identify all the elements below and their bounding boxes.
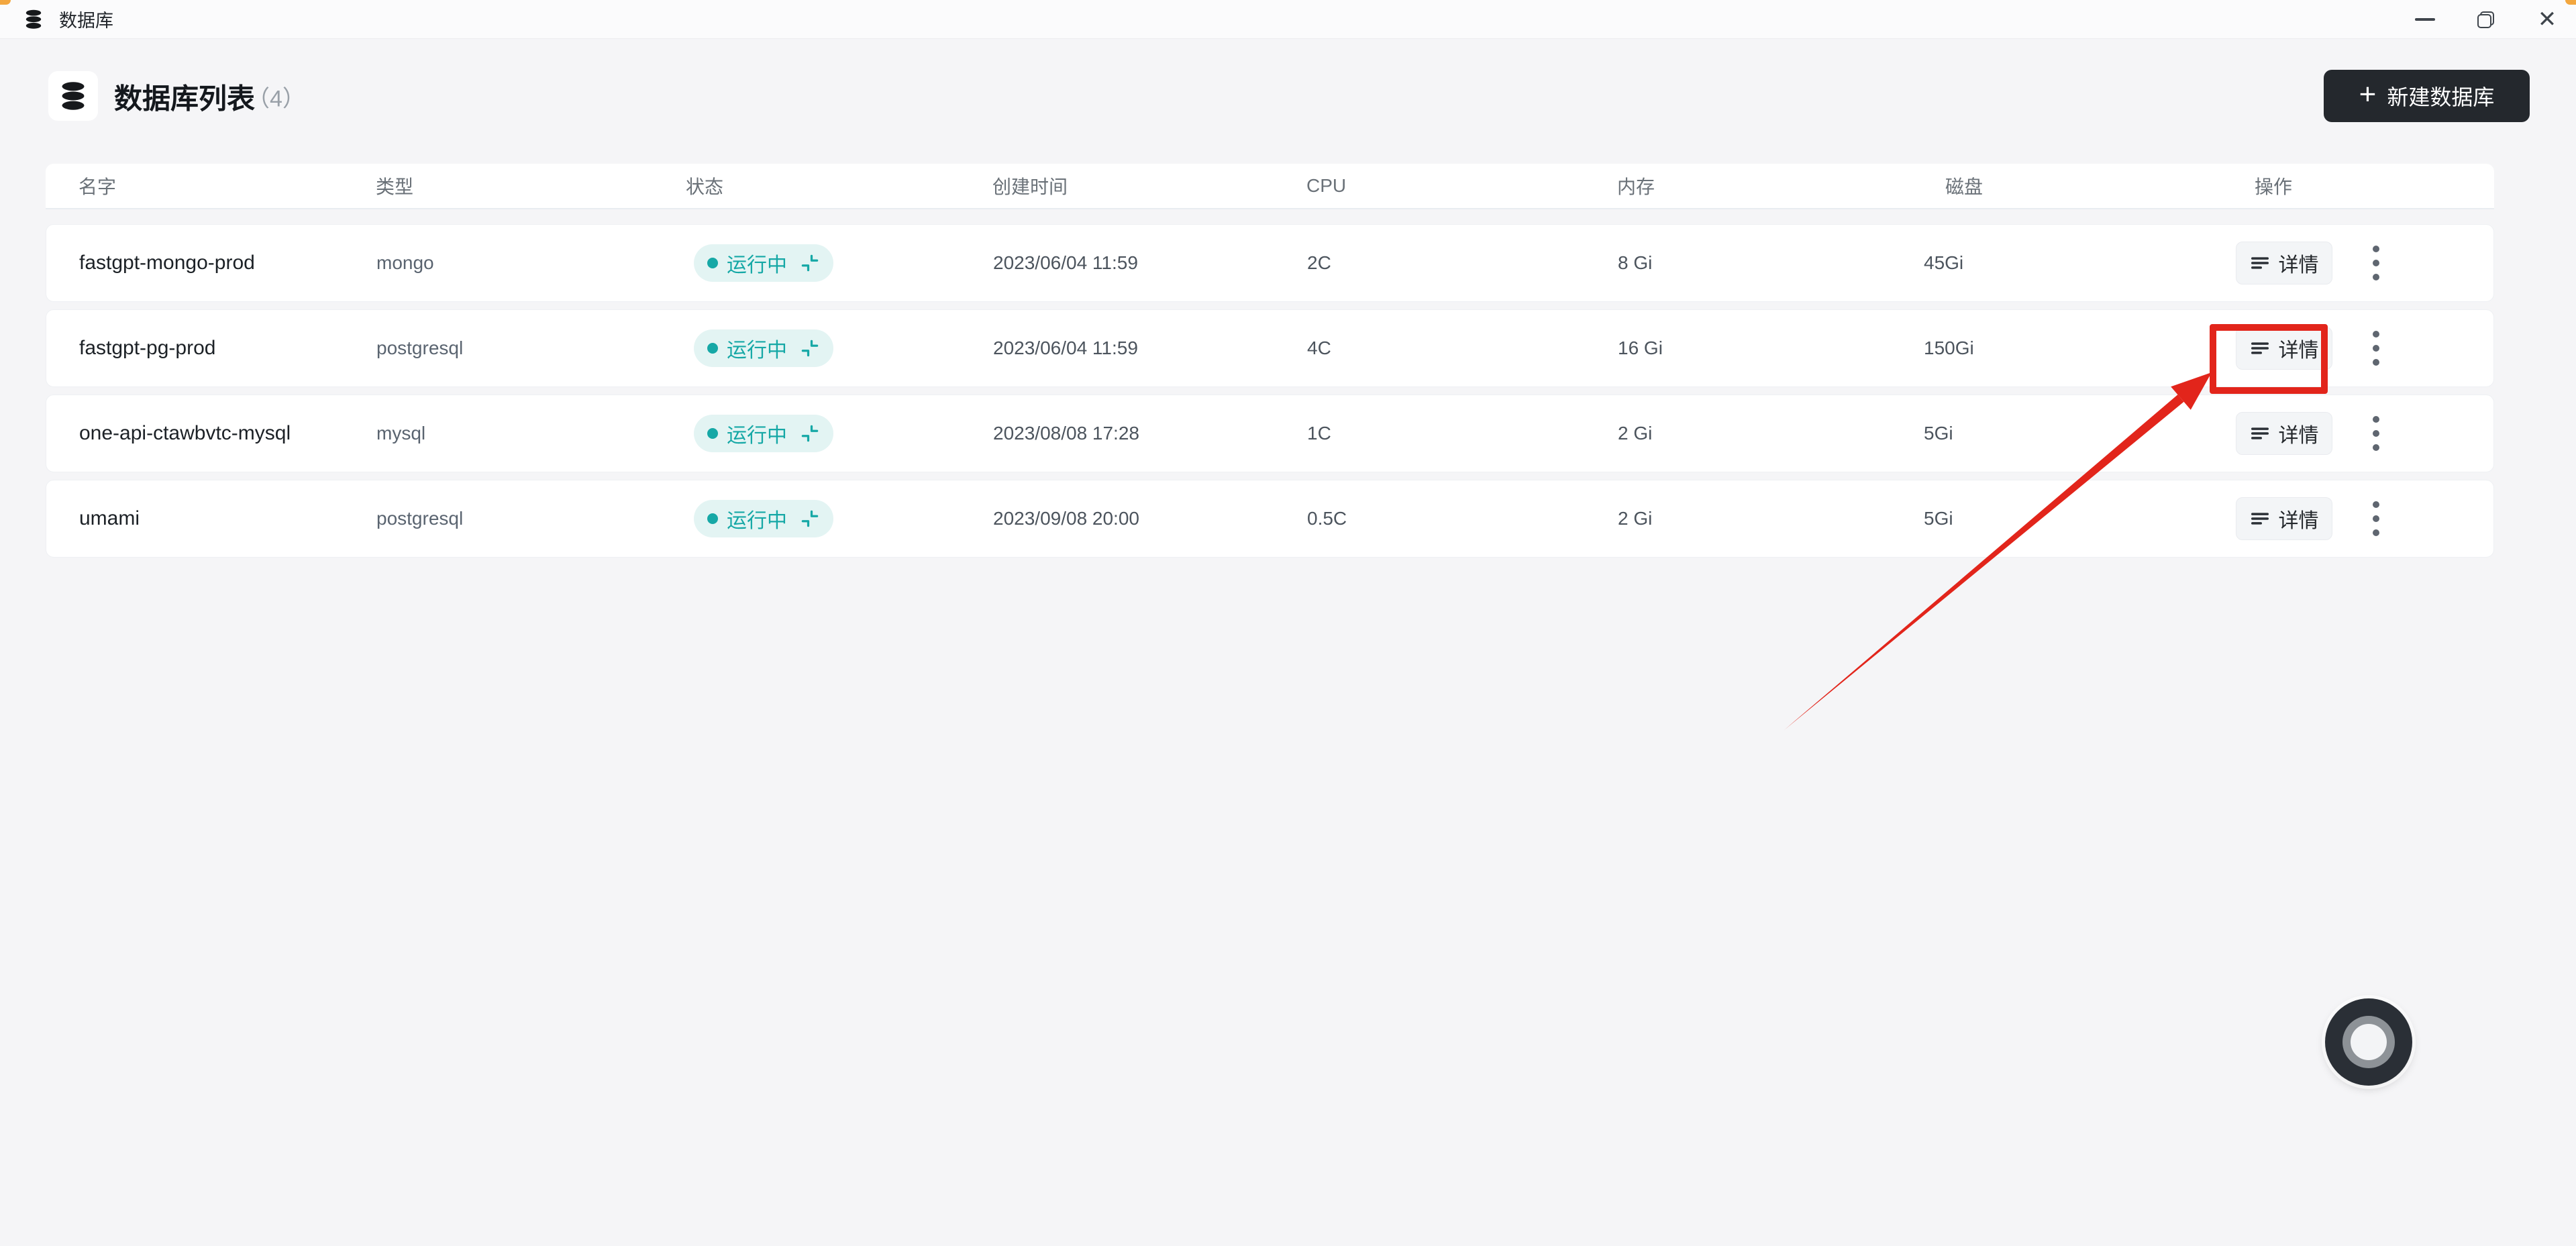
page-header: 数据库列表 （4） + 新建数据库 [46, 70, 2530, 123]
terminal-connect-icon[interactable] [800, 509, 820, 529]
column-header-disk: 磁盘 [1945, 176, 1983, 197]
details-button[interactable]: 详情 [2236, 242, 2332, 284]
terminal-connect-icon[interactable] [800, 253, 820, 273]
restore-icon [2477, 11, 2494, 28]
terminal-connect-icon[interactable] [800, 423, 820, 444]
db-name: fastgpt-pg-prod [79, 337, 216, 359]
table-row[interactable]: fastgpt-mongo-prod mongo 运行中 2023/06/04 … [46, 224, 2494, 302]
created-time: 2023/08/08 17:28 [993, 423, 1139, 444]
column-header-actions: 操作 [2255, 176, 2293, 197]
cursor-highlight-ring [2325, 998, 2412, 1086]
column-header-type: 类型 [376, 176, 414, 197]
column-header-status: 状态 [686, 176, 724, 197]
kebab-menu-icon[interactable] [2363, 236, 2389, 290]
column-header-name: 名字 [79, 176, 117, 197]
cpu-value: 1C [1307, 423, 1331, 444]
kebab-menu-icon[interactable] [2363, 321, 2389, 375]
background-window-corner [0, 0, 11, 5]
db-type: postgresql [376, 508, 464, 529]
db-name: umami [79, 507, 140, 529]
memory-value: 8 Gi [1618, 252, 1653, 273]
status-dot-icon [707, 513, 718, 524]
memory-value: 2 Gi [1618, 423, 1653, 444]
db-type: mysql [376, 423, 426, 444]
background-window-corner [2565, 0, 2576, 5]
list-detail-icon [2251, 342, 2269, 354]
status-badge: 运行中 [694, 329, 833, 367]
terminal-connect-icon[interactable] [800, 338, 820, 358]
db-type: mongo [376, 252, 434, 273]
kebab-menu-icon[interactable] [2363, 407, 2389, 460]
window-title: 数据库 [59, 11, 113, 31]
table-row[interactable]: umami postgresql 运行中 2023/09/08 20:00 0.… [46, 480, 2494, 558]
disk-value: 5Gi [1924, 423, 1953, 444]
status-badge: 运行中 [694, 244, 833, 282]
list-detail-icon [2251, 427, 2269, 439]
list-detail-icon [2251, 257, 2269, 269]
db-name: fastgpt-mongo-prod [79, 252, 255, 274]
new-database-button[interactable]: + 新建数据库 [2324, 70, 2530, 122]
memory-value: 16 Gi [1618, 338, 1663, 358]
window-controls: ✕ [2375, 0, 2576, 39]
column-header-memory: 内存 [1617, 176, 1655, 197]
app-icon-box [48, 71, 98, 121]
cpu-value: 2C [1307, 252, 1331, 273]
disk-value: 45Gi [1924, 252, 1964, 273]
cpu-value: 0.5C [1307, 508, 1347, 529]
database-icon [23, 9, 44, 30]
status-badge: 运行中 [694, 415, 833, 452]
status-dot-icon [707, 428, 718, 439]
disk-value: 5Gi [1924, 508, 1953, 529]
cpu-value: 4C [1307, 338, 1331, 358]
db-name: one-api-ctawbvtc-mysql [79, 422, 291, 444]
minimize-button[interactable] [2404, 0, 2446, 39]
disk-value: 150Gi [1924, 338, 1974, 358]
details-button-highlighted[interactable]: 详情 [2236, 327, 2332, 370]
minimize-icon [2415, 18, 2435, 21]
db-type: postgresql [376, 338, 464, 358]
database-icon [62, 82, 85, 110]
details-button[interactable]: 详情 [2236, 497, 2332, 540]
column-header-cpu: CPU [1306, 175, 1347, 196]
memory-value: 2 Gi [1618, 508, 1653, 529]
kebab-menu-icon[interactable] [2363, 492, 2389, 546]
table-row[interactable]: one-api-ctawbvtc-mysql mysql 运行中 2023/08… [46, 395, 2494, 472]
status-dot-icon [707, 258, 718, 268]
annotation-highlight-box [2210, 324, 2328, 394]
column-header-created: 创建时间 [992, 176, 1068, 197]
created-time: 2023/09/08 20:00 [993, 508, 1139, 529]
close-icon: ✕ [2537, 7, 2557, 32]
table-row[interactable]: fastgpt-pg-prod postgresql 运行中 2023/06/0… [46, 309, 2494, 387]
table-header: 名字 类型 状态 创建时间 CPU 内存 磁盘 操作 [46, 164, 2494, 209]
details-button[interactable]: 详情 [2236, 412, 2332, 455]
page-title: 数据库列表 [114, 83, 256, 115]
created-time: 2023/06/04 11:59 [993, 252, 1138, 273]
status-badge: 运行中 [694, 500, 833, 537]
close-button[interactable]: ✕ [2526, 0, 2568, 39]
database-count: （4） [247, 86, 305, 112]
status-dot-icon [707, 343, 718, 354]
titlebar: 数据库 ✕ [0, 0, 2576, 39]
list-detail-icon [2251, 513, 2269, 525]
restore-button[interactable] [2465, 0, 2506, 39]
plus-icon: + [2359, 78, 2377, 111]
created-time: 2023/06/04 11:59 [993, 338, 1138, 358]
